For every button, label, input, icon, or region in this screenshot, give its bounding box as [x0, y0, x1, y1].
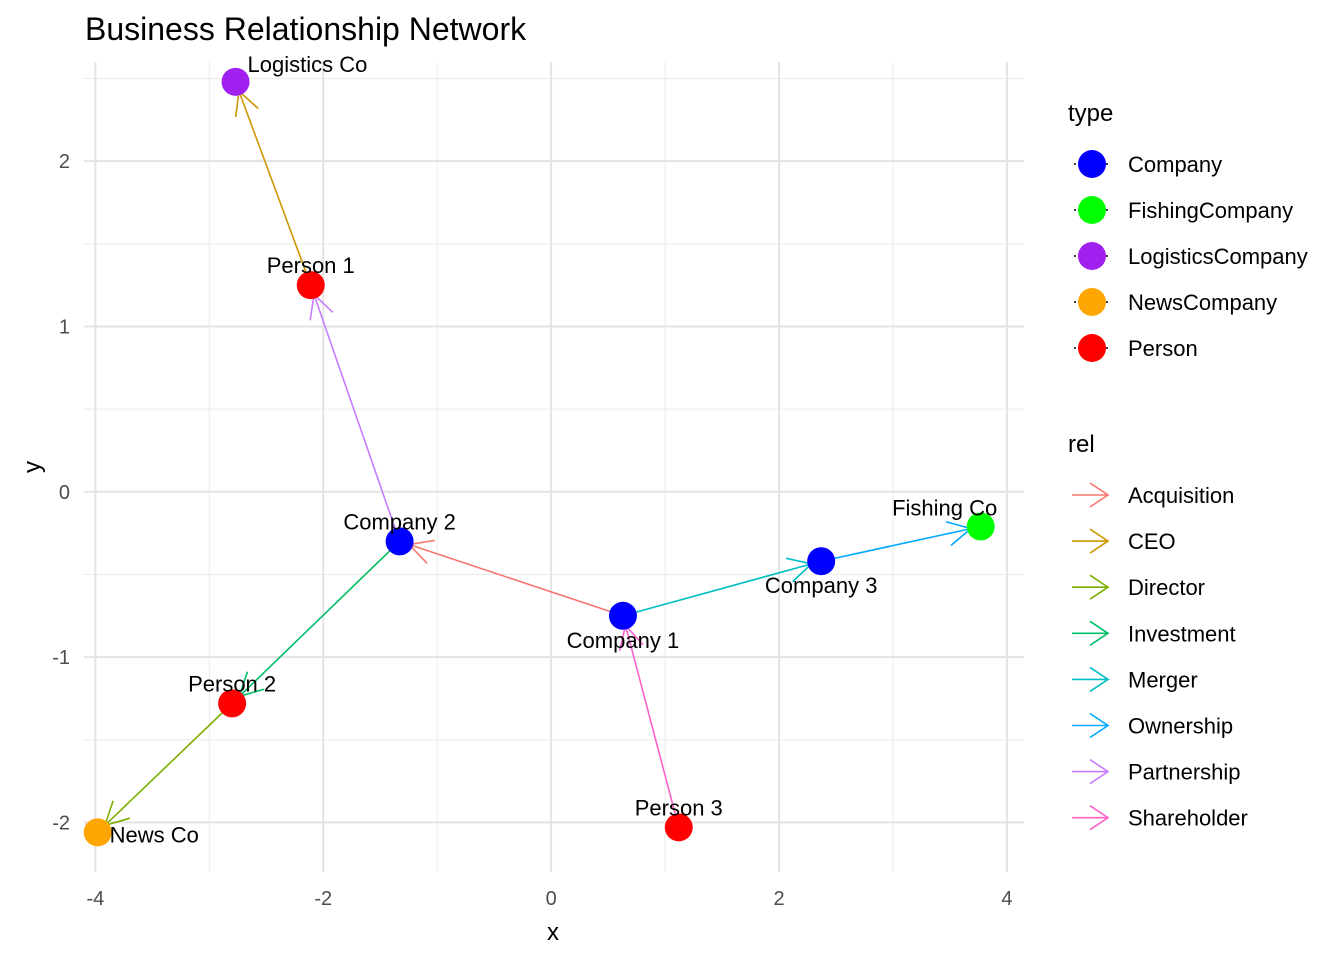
legend-rel-label: Shareholder	[1128, 806, 1248, 831]
edge-line	[313, 294, 401, 542]
legend-key-dot	[1078, 150, 1106, 178]
legend-key-arrow	[1089, 666, 1110, 693]
legend-rel: rel Acquisition CEO Director Investment Merg…	[1068, 431, 1248, 831]
legend-key-arrow	[1089, 758, 1110, 785]
legend-rel-item: Investment	[1072, 620, 1236, 646]
legend-type: type Company FishingCompany LogisticsCompa…	[1068, 100, 1308, 362]
legend-rel-label: Ownership	[1128, 714, 1233, 739]
legend-rel-item: Director	[1072, 574, 1205, 600]
node-person3	[664, 813, 693, 842]
edge-line	[408, 543, 624, 617]
legend-type-item: Company	[1074, 150, 1222, 178]
legend-type-label: Person	[1128, 336, 1198, 361]
edge-line	[624, 625, 680, 828]
legend-rel-item: CEO	[1072, 528, 1176, 554]
nodes	[83, 67, 995, 847]
node-person2	[218, 689, 247, 718]
legend-key-arrow	[1089, 574, 1110, 600]
legend-rel-item: Partnership	[1072, 758, 1241, 785]
x-axis-label: x	[547, 919, 559, 946]
node-label-company3: Company 3	[765, 573, 878, 598]
legend-rel-title: rel	[1068, 431, 1095, 458]
edge-line	[238, 540, 401, 698]
y-tick-label: -2	[52, 812, 70, 834]
y-tick-label: 1	[59, 316, 70, 338]
x-tick-label: 0	[546, 888, 557, 910]
legend-type-item: NewsCompany	[1074, 288, 1277, 316]
node-label-logistics: Logistics Co	[248, 52, 368, 77]
x-tick-label: -4	[86, 888, 104, 910]
node-fishing	[966, 512, 995, 541]
legend-type-item: FishingCompany	[1074, 196, 1293, 224]
legend-type-title: type	[1068, 100, 1113, 127]
legend-rel-label: CEO	[1128, 529, 1176, 554]
edges	[103, 89, 973, 828]
node-label-company2: Company 2	[343, 509, 456, 534]
node-labels: Company 1 Company 2 Company 3 Person 1 Perso…	[110, 52, 998, 847]
legend-key-arrow	[1089, 712, 1110, 739]
y-tick-label: 2	[59, 151, 70, 173]
legend-rel-label: Investment	[1128, 621, 1236, 646]
legend-type-item: LogisticsCompany	[1074, 242, 1308, 270]
chart-title: Business Relationship Network	[85, 11, 527, 47]
edge-line	[821, 527, 972, 563]
legend-key-arrow	[1089, 482, 1110, 508]
node-label-person2: Person 2	[188, 671, 276, 696]
node-company2	[385, 527, 414, 556]
y-tick-label: 0	[59, 482, 70, 504]
node-label-news: News Co	[110, 822, 199, 847]
legend-rel-item: Ownership	[1072, 712, 1233, 739]
tick-labels: -4 -2 0 2 4 -2 -1 0 1 2	[52, 151, 1012, 910]
legend-type-label: NewsCompany	[1128, 290, 1277, 315]
legend-rel-label: Merger	[1128, 667, 1198, 692]
y-axis-label: y	[19, 461, 46, 473]
node-logistics	[221, 67, 250, 96]
node-company1	[608, 601, 637, 630]
node-company3	[807, 547, 836, 576]
node-label-company1: Company 1	[567, 628, 680, 653]
node-label-person1: Person 1	[267, 253, 355, 278]
legend-rel-item: Merger	[1072, 666, 1198, 693]
legend-key-dot	[1078, 288, 1106, 316]
x-tick-label: -2	[314, 888, 332, 910]
x-tick-label: 4	[1001, 888, 1012, 910]
node-news	[83, 818, 112, 847]
legend-rel-label: Director	[1128, 575, 1205, 600]
legend-key-arrow	[1089, 805, 1110, 831]
node-person1	[296, 271, 325, 300]
edge-line	[104, 702, 233, 826]
legend-rel-label: Acquisition	[1128, 483, 1234, 508]
legend-rel-item: Shareholder	[1072, 805, 1248, 831]
legend-key-dot	[1078, 242, 1106, 270]
node-label-fishing: Fishing Co	[892, 496, 997, 521]
legend-rel-label: Partnership	[1128, 760, 1241, 785]
x-tick-label: 2	[773, 888, 784, 910]
legend-type-label: LogisticsCompany	[1128, 244, 1308, 269]
legend-type-item: Person	[1074, 334, 1198, 362]
legend-key-dot	[1078, 196, 1106, 224]
edge-line	[622, 563, 812, 617]
legend-rel-item: Acquisition	[1072, 482, 1234, 508]
legend-key-arrow	[1089, 620, 1110, 646]
legend-key-arrow	[1089, 528, 1110, 554]
legend-type-label: FishingCompany	[1128, 198, 1293, 223]
legend-key-dot	[1078, 334, 1106, 362]
node-label-person3: Person 3	[635, 795, 723, 820]
y-tick-label: -1	[52, 647, 70, 669]
edge-line	[238, 90, 312, 286]
legend-type-label: Company	[1128, 152, 1222, 177]
